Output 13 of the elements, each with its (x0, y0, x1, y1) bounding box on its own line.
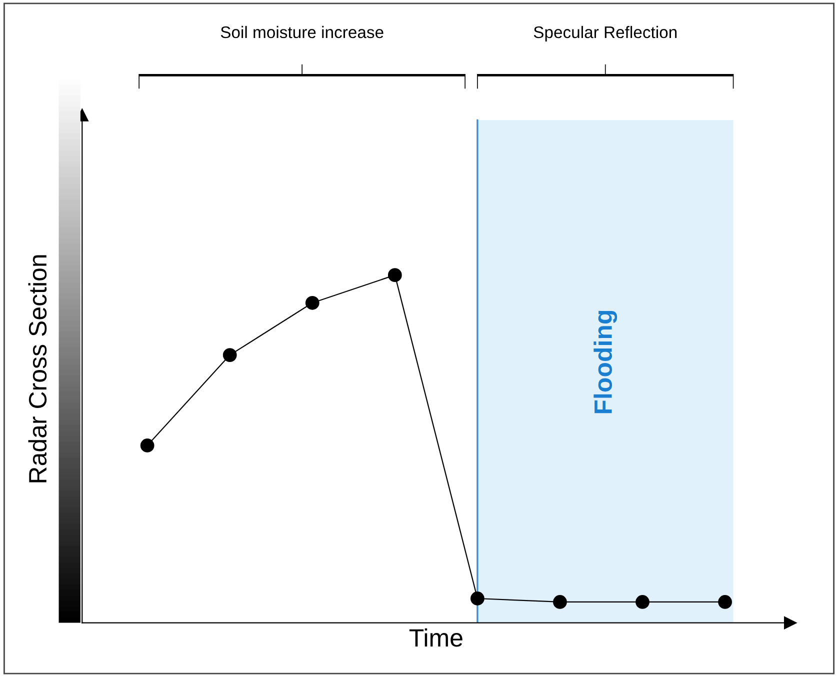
point (553, 595, 567, 609)
text: Specular Reflection (534, 26, 677, 42)
annotation: Flooding (594, 310, 618, 414)
point (222, 348, 237, 362)
y-axis-title: Radar Cross Section (28, 255, 47, 482)
point (470, 592, 484, 606)
x-axis-title: Time (409, 628, 462, 647)
point (718, 595, 732, 609)
point (388, 268, 402, 282)
point (305, 296, 320, 310)
point (636, 595, 650, 609)
text: Soil moisture increase (220, 26, 384, 38)
point (140, 438, 154, 452)
